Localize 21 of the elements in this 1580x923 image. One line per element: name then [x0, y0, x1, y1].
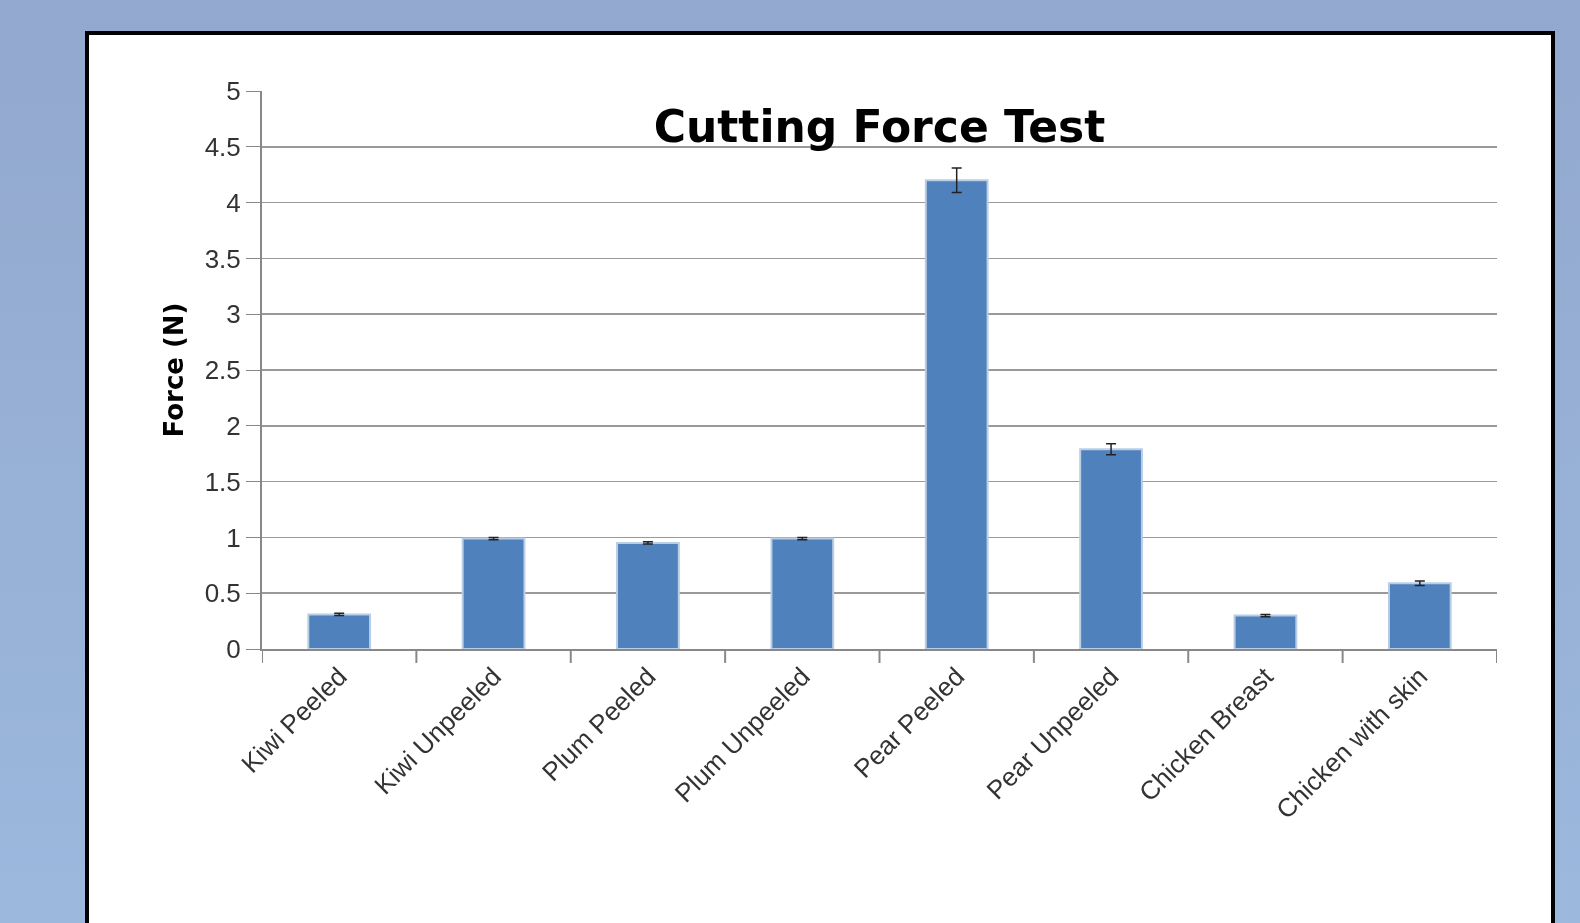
bar — [461, 537, 526, 649]
y-tick-label: 2.5 — [204, 355, 241, 386]
chart-title: Cutting Force Test — [653, 100, 1106, 152]
y-tick-label: 0.5 — [204, 578, 241, 609]
bar — [616, 541, 680, 649]
y-tick-label: 2 — [226, 410, 241, 441]
y-tick-label: 1 — [226, 522, 241, 553]
bar — [307, 613, 372, 649]
y-tick-label: 5 — [226, 76, 241, 107]
y-tick-label: 3.5 — [204, 243, 241, 274]
y-tick-label: 0 — [226, 634, 241, 665]
y-tick-label: 4 — [226, 187, 241, 218]
y-tick-label: 3 — [226, 299, 241, 330]
bar — [924, 179, 989, 649]
bar — [1079, 448, 1143, 649]
bar — [1233, 614, 1298, 649]
bar — [1387, 582, 1452, 649]
bar — [770, 537, 835, 649]
y-tick-label: 1.5 — [204, 466, 241, 497]
y-tick-label: 4.5 — [204, 131, 241, 162]
y-axis-title: Force (N) — [158, 302, 189, 438]
